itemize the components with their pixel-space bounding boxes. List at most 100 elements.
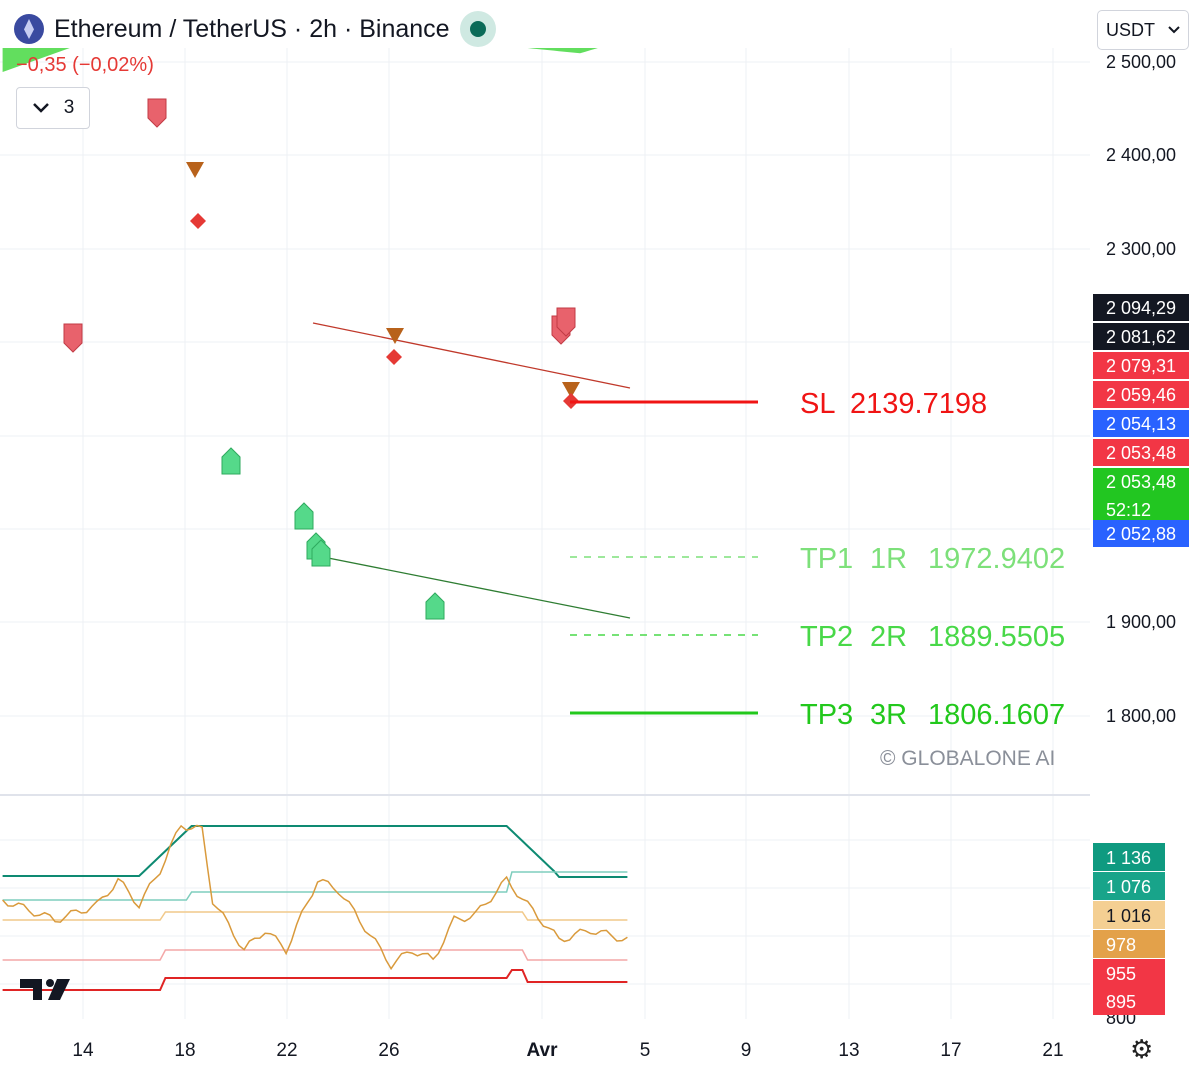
- price-badge-label: 2 081,62: [1106, 327, 1176, 347]
- oscillator-pane: [2, 824, 628, 991]
- osc-signal-line: [2, 824, 628, 971]
- chevron-down-icon: [32, 103, 49, 113]
- watermark: © GLOBALONE AI: [880, 747, 1055, 770]
- x-tick-label: 22: [276, 1040, 297, 1061]
- indicator-lines: [312, 322, 631, 619]
- level-value: 1889.5505: [928, 621, 1065, 653]
- x-tick-label: 14: [72, 1040, 94, 1061]
- level-name: TP3: [800, 699, 853, 731]
- down-triangle-icon: [562, 382, 580, 398]
- level-value: 1806.1607: [928, 699, 1065, 731]
- osc-badge: [1093, 930, 1165, 958]
- price-badge-label: 2 079,31: [1106, 356, 1176, 376]
- x-tick-label: 21: [1042, 1040, 1063, 1061]
- buy-signal-icon: [221, 447, 241, 475]
- down-triangle-icon: [386, 328, 404, 344]
- price-badge-label: 2 052,88: [1106, 524, 1176, 544]
- x-tick-label: 13: [838, 1040, 859, 1061]
- support-trendline: [312, 554, 631, 619]
- price-badge: [1093, 468, 1189, 524]
- chevron-down-icon: [1168, 26, 1180, 34]
- diamond-icon: [190, 213, 206, 229]
- price-badge-label: 2 054,13: [1106, 414, 1176, 434]
- x-tick-label: Avr: [527, 1040, 559, 1061]
- osc-badge: [1093, 901, 1165, 929]
- price-badge: [1093, 381, 1189, 408]
- osc-badge-label: 1 136: [1106, 848, 1151, 868]
- lower-band-outer: [2, 48, 598, 72]
- level-r: 1R: [870, 543, 907, 575]
- osc-badge-label: 1 016: [1106, 906, 1151, 926]
- osc-badge: [1093, 959, 1165, 987]
- sell-signal-icon: [556, 307, 576, 337]
- price-badges: 2 094,29 2 081,62 2 079,31 2 059,46 2 054,13…: [1093, 294, 1189, 1015]
- price-badge-label: 2 053,48: [1106, 472, 1176, 492]
- resistance-trendline: [312, 322, 631, 389]
- signal-markers: [63, 98, 580, 620]
- level-name: TP1: [800, 543, 853, 575]
- y-tick-label: 1 900,00: [1106, 612, 1176, 632]
- x-tick-label: 5: [640, 1040, 651, 1061]
- price-badge: [1093, 410, 1189, 437]
- level-value: 2139.7198: [850, 388, 987, 420]
- symbol-title: Ethereum / TetherUS · 2h · Binance: [54, 14, 450, 43]
- level-name: TP2: [800, 621, 853, 653]
- level-r: 3R: [870, 699, 907, 731]
- tradingview-logo: [20, 979, 70, 1000]
- down-triangle-icon: [186, 162, 204, 178]
- buy-signal-icon: [425, 592, 445, 620]
- time-axis[interactable]: 14 18 22 26 Avr 5 9 13 17 21: [72, 1040, 1063, 1061]
- indicators-toggle-button[interactable]: 3: [16, 87, 90, 129]
- indicator-count: 3: [63, 97, 75, 118]
- symbol-header[interactable]: Ethereum / TetherUS · 2h · Binance: [14, 11, 496, 47]
- osc-badge-label: 895: [1106, 992, 1136, 1012]
- price-change: −0,35 (−0,02%): [16, 54, 154, 76]
- y-tick-label: 2 400,00: [1106, 145, 1176, 165]
- osc-badge: [1093, 987, 1165, 1015]
- osc-lower-line: [2, 969, 628, 991]
- level-value: 1972.9402: [928, 543, 1065, 575]
- price-badge: [1093, 439, 1189, 466]
- y-tick-label: 2 500,00: [1106, 52, 1176, 72]
- ethereum-logo-icon: [14, 14, 44, 44]
- market-status-icon[interactable]: [459, 11, 496, 47]
- price-badge: [1093, 352, 1189, 379]
- osc-mid-line: [2, 911, 628, 921]
- osc-badge-label: 1 076: [1106, 877, 1151, 897]
- grid-lines: [0, 48, 1090, 1019]
- level-lines: SL 2139.7198 TP1 1R 1972.9402 TP2 2R 1889.5505 T…: [570, 388, 1065, 770]
- x-tick-label: 26: [378, 1040, 399, 1061]
- osc-badge: [1093, 843, 1165, 871]
- x-tick-label: 9: [741, 1040, 752, 1061]
- price-axis[interactable]: 2 500,00 2 400,00 2 300,00 1 900,00 1 800,00…: [1106, 52, 1176, 1028]
- osc-upper-mid-line: [2, 871, 628, 901]
- diamond-icon: [386, 349, 402, 365]
- currency-select[interactable]: USDT: [1097, 10, 1189, 50]
- osc-upper-line: [2, 825, 628, 878]
- price-badge-label: 2 053,48: [1106, 443, 1176, 463]
- osc-lower-mid-line: [2, 949, 628, 961]
- osc-badge: [1093, 872, 1165, 900]
- price-badge: [1093, 323, 1189, 350]
- buy-signal-icon: [294, 502, 314, 530]
- price-badge-label: 2 059,46: [1106, 385, 1176, 405]
- price-badge-timer: 52:12: [1106, 500, 1151, 520]
- sell-signal-icon: [63, 323, 83, 353]
- osc-badge-label: 978: [1106, 935, 1136, 955]
- level-r: 2R: [870, 621, 907, 653]
- y-tick-label: 1 800,00: [1106, 706, 1176, 726]
- price-badge-label: 2 094,29: [1106, 298, 1176, 318]
- price-badge: [1093, 294, 1189, 321]
- price-badge: [1093, 520, 1189, 547]
- buy-signal-icon: [311, 539, 331, 567]
- settings-gear-icon[interactable]: ⚙: [1130, 1034, 1154, 1064]
- x-tick-label: 18: [174, 1040, 195, 1061]
- envelope-bands: [2, 48, 598, 72]
- sell-signal-icon: [147, 98, 167, 128]
- currency-label: USDT: [1106, 19, 1155, 40]
- y-tick-label: 2 300,00: [1106, 239, 1176, 259]
- osc-badge-label: 955: [1106, 964, 1136, 984]
- level-name: SL: [800, 388, 835, 420]
- x-tick-label: 17: [940, 1040, 961, 1061]
